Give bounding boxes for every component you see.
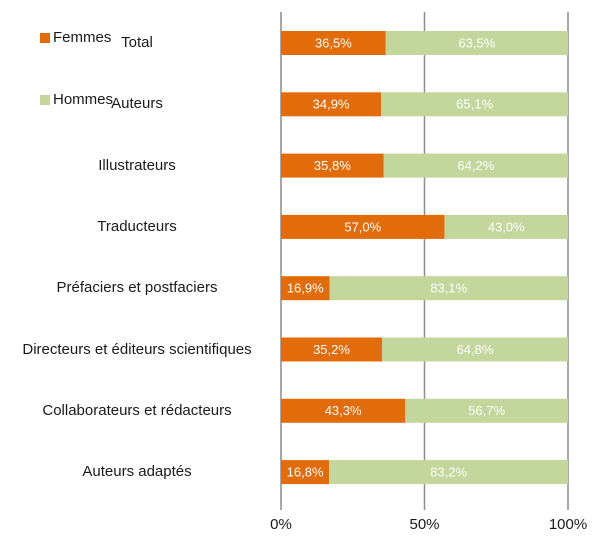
- value-label: 57,0%: [344, 219, 381, 234]
- bar-segment: [444, 214, 568, 239]
- bar-segment: [281, 398, 406, 423]
- category-label: Directeurs et éditeurs scientifiques: [22, 340, 252, 358]
- bar-segment: [383, 153, 568, 178]
- value-label: 43,3%: [325, 403, 362, 418]
- category-label: Traducteurs: [97, 217, 177, 235]
- value-label: 64,8%: [457, 342, 494, 357]
- x-tick-label: 0%: [270, 516, 292, 533]
- bar-segment: [381, 92, 568, 117]
- category-label: Auteurs adaptés: [82, 463, 192, 481]
- value-label: 63,5%: [458, 35, 495, 50]
- bar-segment: [281, 460, 330, 485]
- legend-label: Femmes: [53, 29, 111, 46]
- legend-label: Hommes: [53, 91, 113, 108]
- category-label: Collaborateurs et rédacteurs: [42, 401, 232, 419]
- bar-segment: [281, 153, 384, 178]
- bar-segment: [281, 276, 330, 301]
- value-label: 65,1%: [456, 97, 493, 112]
- value-label: 16,8%: [287, 465, 324, 480]
- bar-segment: [329, 460, 568, 485]
- value-label: 56,7%: [468, 403, 505, 418]
- bar-segment: [405, 398, 568, 423]
- bar-segment: [281, 92, 382, 117]
- category-label: Préfaciers et postfaciers: [56, 279, 218, 297]
- value-label: 43,0%: [488, 219, 525, 234]
- x-tick-label: 100%: [549, 516, 587, 533]
- bar-segment: [281, 214, 445, 239]
- bar-segment: [281, 31, 386, 55]
- value-label: 34,9%: [313, 97, 350, 112]
- legend-swatch: [40, 95, 50, 105]
- value-label: 36,5%: [315, 35, 352, 50]
- value-label: 64,2%: [457, 158, 494, 173]
- category-label: Auteurs: [111, 95, 163, 113]
- value-label: 16,9%: [287, 281, 324, 296]
- legend-swatch: [40, 33, 50, 43]
- value-label: 83,2%: [430, 465, 467, 480]
- bar-segment: [281, 337, 383, 362]
- value-label: 83,1%: [430, 281, 467, 296]
- bar-segment: [329, 276, 568, 301]
- bar-segment: [382, 337, 568, 362]
- value-label: 35,2%: [313, 342, 350, 357]
- value-label: 35,8%: [314, 158, 351, 173]
- bar-segment: [385, 31, 568, 55]
- category-label: Total: [121, 34, 153, 51]
- category-label: Illustrateurs: [98, 156, 176, 174]
- x-tick-label: 50%: [409, 516, 439, 533]
